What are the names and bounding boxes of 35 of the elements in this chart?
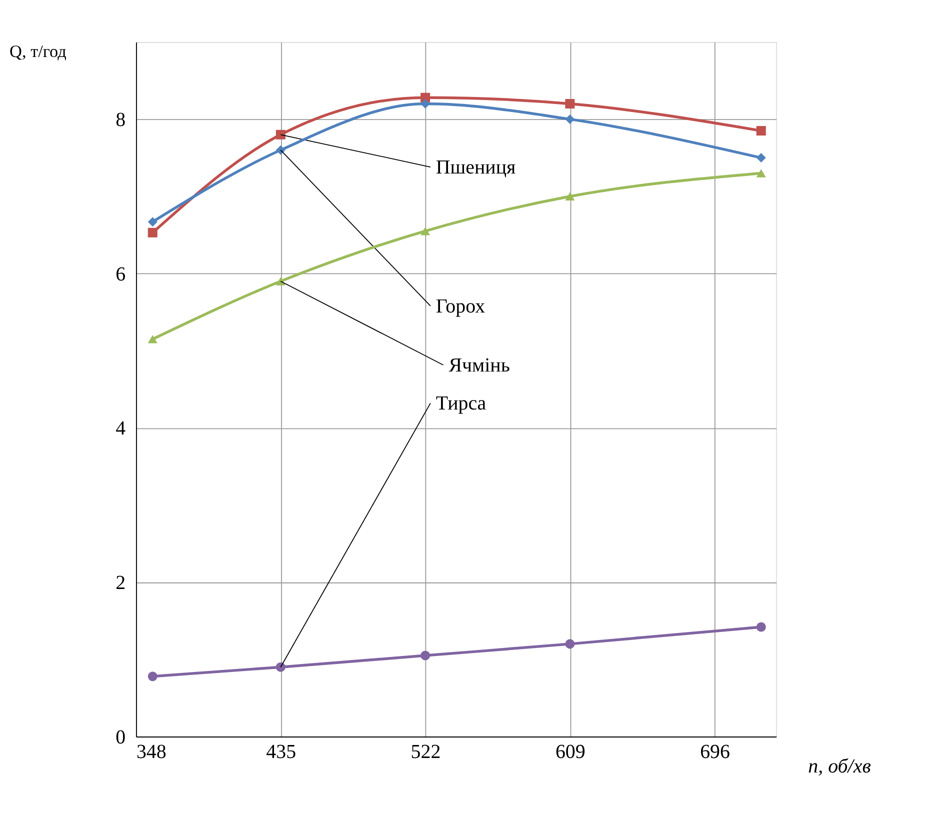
point <box>148 672 158 682</box>
point <box>276 277 286 286</box>
point <box>565 192 575 200</box>
point <box>756 622 766 632</box>
x-tick-label: 435 <box>266 740 296 763</box>
point <box>565 99 575 109</box>
point <box>756 153 766 163</box>
point <box>420 99 430 109</box>
text: Горох <box>436 295 486 318</box>
y-tick-label: 0 <box>116 726 126 748</box>
point <box>420 650 430 660</box>
point <box>420 226 430 236</box>
y-tick-label: 4 <box>116 418 126 440</box>
y-tick-label: 6 <box>116 263 126 286</box>
y-tick-label: 8 <box>116 109 126 131</box>
point <box>276 130 286 140</box>
point <box>756 126 766 136</box>
y-tick-label: 2 <box>116 572 126 594</box>
x-tick-label: 522 <box>410 740 441 763</box>
y-axis-title: Q, т/год <box>10 42 67 61</box>
x-tick-label: 348 <box>136 740 166 763</box>
point <box>756 169 766 178</box>
text: Пшениця <box>436 156 516 178</box>
point <box>276 145 286 155</box>
point <box>276 662 286 672</box>
x-tick-label: 696 <box>700 740 730 763</box>
point <box>565 114 575 124</box>
x-tick-label: 609 <box>555 740 586 763</box>
x-axis-title: n, об/хв <box>808 755 872 778</box>
text: Тирса <box>436 392 486 415</box>
point <box>148 217 158 227</box>
text: Ячмінь <box>448 354 510 376</box>
point <box>148 228 158 238</box>
point <box>148 335 158 344</box>
point <box>565 639 575 649</box>
